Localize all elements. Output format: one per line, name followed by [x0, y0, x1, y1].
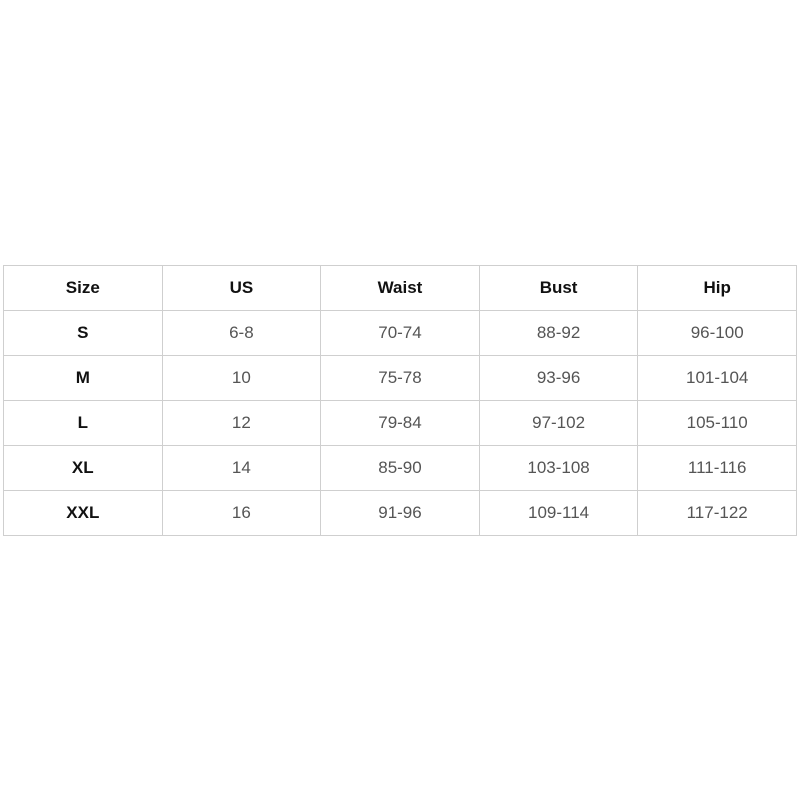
table-row: M 10 75-78 93-96 101-104 — [3, 355, 797, 401]
measure-cell: 88-92 — [478, 310, 639, 356]
size-cell: L — [3, 400, 163, 446]
measure-cell: 117-122 — [637, 490, 797, 536]
measure-cell: 75-78 — [320, 355, 480, 401]
measure-cell: 109-114 — [478, 490, 639, 536]
table-body: S 6-8 70-74 88-92 96-100 M 10 75-78 93-96 101-104… — [3, 310, 797, 536]
size-table: Size US Waist Bust Hip S 6-8 70-74 88-92 96-100 M… — [3, 265, 797, 536]
measure-cell: 85-90 — [320, 445, 480, 491]
measure-cell: 111-116 — [637, 445, 797, 491]
header-cell: Hip — [637, 265, 797, 311]
measure-cell: 79-84 — [320, 400, 480, 446]
table-header: Size US Waist Bust Hip — [3, 265, 797, 311]
size-cell: S — [3, 310, 163, 356]
measure-cell: 91-96 — [320, 490, 480, 536]
measure-cell: 10 — [161, 355, 322, 401]
size-cell: M — [3, 355, 163, 401]
measure-cell: 101-104 — [637, 355, 797, 401]
measure-cell: 6-8 — [161, 310, 322, 356]
size-cell: XXL — [3, 490, 163, 536]
measure-cell: 103-108 — [478, 445, 639, 491]
header-cell: Size — [3, 265, 163, 311]
table-row: XXL 16 91-96 109-114 117-122 — [3, 490, 797, 536]
table-row: L 12 79-84 97-102 105-110 — [3, 400, 797, 446]
header-cell: US — [161, 265, 322, 311]
header-cell: Bust — [478, 265, 639, 311]
header-row: Size US Waist Bust Hip — [3, 265, 797, 311]
measure-cell: 14 — [161, 445, 322, 491]
measure-cell: 16 — [161, 490, 322, 536]
measure-cell: 70-74 — [320, 310, 480, 356]
table-row: S 6-8 70-74 88-92 96-100 — [3, 310, 797, 356]
measure-cell: 105-110 — [637, 400, 797, 446]
table-row: XL 14 85-90 103-108 111-116 — [3, 445, 797, 491]
size-cell: XL — [3, 445, 163, 491]
measure-cell: 96-100 — [637, 310, 797, 356]
measure-cell: 93-96 — [478, 355, 639, 401]
measure-cell: 12 — [161, 400, 322, 446]
header-cell: Waist — [320, 265, 480, 311]
measure-cell: 97-102 — [478, 400, 639, 446]
